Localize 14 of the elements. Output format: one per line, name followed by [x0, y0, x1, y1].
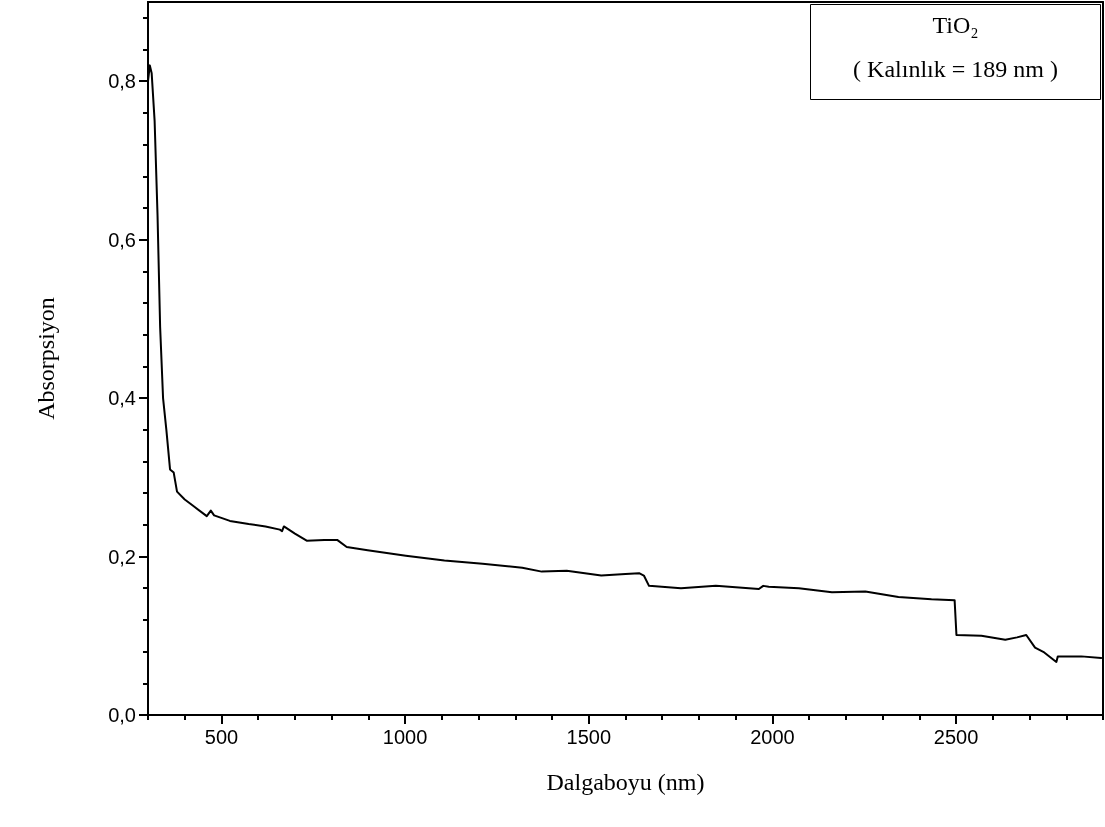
- y-tick-label: 0,2: [108, 545, 136, 568]
- x-tick-label: 1500: [566, 726, 612, 748]
- y-tick-label: 0,0: [108, 704, 136, 726]
- y-axis-title: Absorpsiyon: [33, 297, 59, 420]
- y-tick-label: 0,8: [108, 70, 136, 93]
- x-tick-label: 1000: [382, 726, 428, 748]
- annotation: ( Kalınlık = 189 nm ): [853, 55, 1058, 82]
- annotation: TiO₂: [932, 11, 979, 38]
- y-tick-label: 0,6: [108, 228, 136, 251]
- x-tick-label: 500: [204, 726, 239, 748]
- y-tick-label: 0,4: [108, 387, 136, 410]
- x-tick-label: 2000: [750, 726, 795, 748]
- x-axis-title: Dalgaboyu (nm): [546, 769, 705, 795]
- x-tick-label: 2500: [933, 726, 979, 748]
